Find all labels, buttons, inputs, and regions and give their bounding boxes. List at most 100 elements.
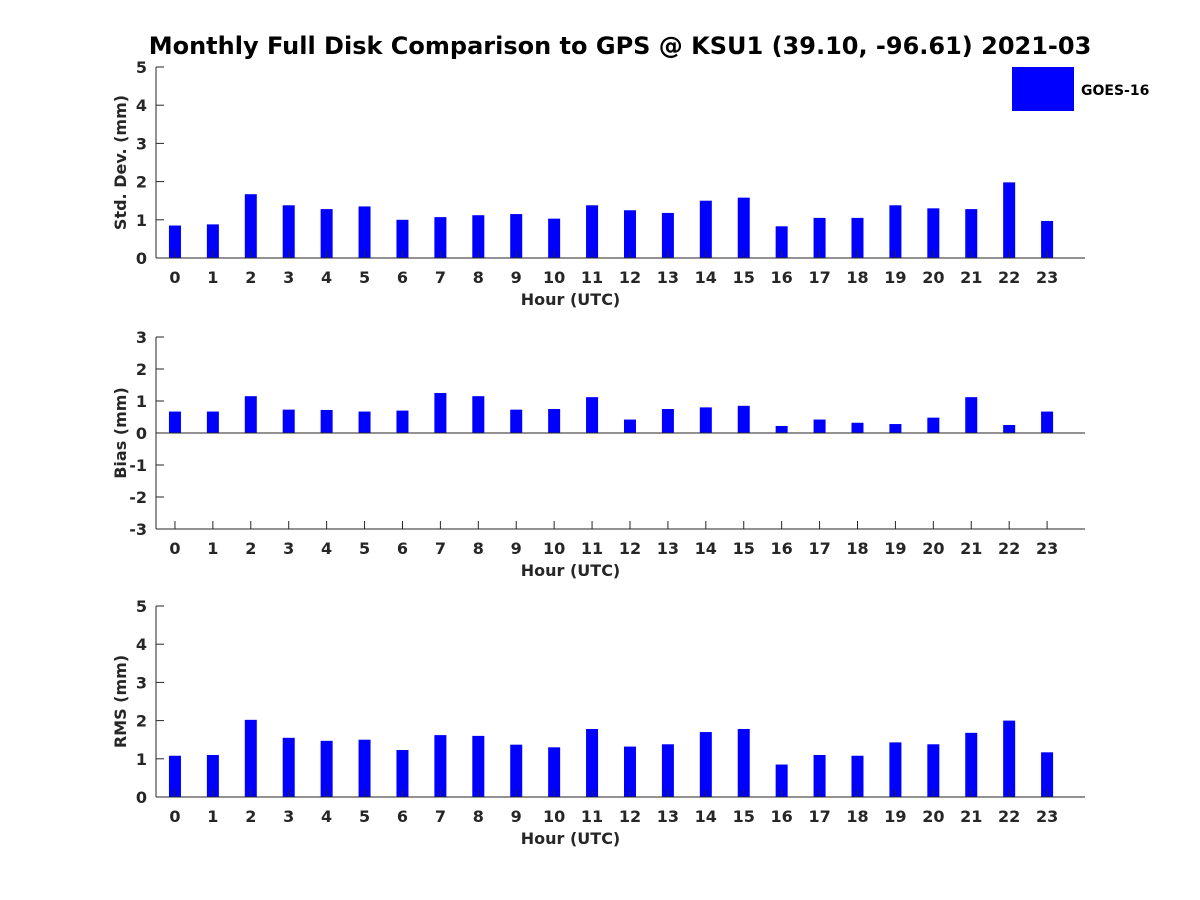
bar-hour-5 (358, 411, 371, 433)
bar-hour-13 (661, 212, 674, 258)
bar-hour-0 (168, 225, 181, 258)
bar-hour-12 (623, 419, 636, 433)
bar-hour-14 (699, 732, 712, 797)
x-tick-label: 13 (657, 539, 679, 558)
bar-hour-21 (965, 209, 978, 258)
x-tick-label: 3 (283, 539, 294, 558)
x-tick-label: 14 (695, 807, 717, 826)
x-tick-label: 19 (884, 539, 906, 558)
y-tick-label: 0 (136, 424, 147, 443)
bar-hour-17 (813, 754, 826, 797)
bar-hour-12 (623, 210, 636, 258)
bar-hour-21 (965, 732, 978, 797)
bar-hour-17 (813, 419, 826, 433)
bar-hour-11 (586, 205, 599, 258)
y-axis-label: RMS (mm) (111, 655, 130, 748)
bar-hour-4 (320, 740, 333, 797)
x-tick-label: 7 (435, 807, 446, 826)
bar-hour-20 (927, 744, 940, 797)
x-tick-label: 15 (733, 807, 755, 826)
x-tick-label: 1 (207, 807, 218, 826)
x-tick-label: 14 (695, 539, 717, 558)
x-tick-label: 11 (581, 539, 603, 558)
x-tick-label: 23 (1036, 539, 1058, 558)
bar-hour-8 (472, 735, 485, 797)
x-tick-label: 16 (771, 539, 793, 558)
bar-hour-23 (1041, 411, 1054, 433)
x-tick-label: 4 (321, 807, 332, 826)
bar-hour-10 (548, 409, 561, 433)
bar-hour-0 (168, 755, 181, 797)
bar-hour-17 (813, 217, 826, 258)
y-tick-label: -1 (129, 456, 147, 475)
y-tick-label: 5 (136, 597, 147, 616)
y-tick-label: 0 (136, 249, 147, 268)
x-tick-label: 15 (733, 539, 755, 558)
bar-hour-22 (1003, 182, 1016, 258)
x-tick-label: 6 (397, 539, 408, 558)
bar-hour-8 (472, 215, 485, 258)
bar-hour-15 (737, 197, 750, 258)
x-tick-label: 6 (397, 807, 408, 826)
x-tick-label: 10 (543, 539, 565, 558)
x-tick-label: 16 (771, 807, 793, 826)
bar-hour-16 (775, 764, 788, 797)
bar-hour-14 (699, 407, 712, 433)
bar-hour-19 (889, 205, 902, 258)
x-tick-label: 17 (808, 268, 830, 287)
bar-hour-2 (244, 194, 257, 258)
x-tick-label: 1 (207, 539, 218, 558)
y-tick-label: 3 (136, 328, 147, 347)
x-tick-label: 0 (169, 268, 180, 287)
x-tick-label: 5 (359, 539, 370, 558)
bar-hour-7 (434, 393, 447, 433)
bar-hour-4 (320, 409, 333, 433)
bar-hour-11 (586, 397, 599, 433)
bar-hour-18 (851, 422, 864, 433)
y-tick-label: 1 (136, 392, 147, 411)
x-tick-label: 23 (1036, 268, 1058, 287)
x-tick-label: 18 (846, 268, 868, 287)
y-tick-label: 2 (136, 360, 147, 379)
bar-hour-1 (206, 754, 219, 797)
bar-hour-10 (548, 747, 561, 797)
bar-hour-13 (661, 744, 674, 797)
bar-hour-9 (510, 409, 523, 433)
x-tick-label: 22 (998, 807, 1020, 826)
x-tick-label: 5 (359, 268, 370, 287)
y-tick-label: 2 (136, 173, 147, 192)
x-tick-label: 19 (884, 807, 906, 826)
bar-hour-1 (206, 411, 219, 433)
x-tick-label: 8 (473, 807, 484, 826)
bar-hour-3 (282, 737, 295, 797)
bar-hour-20 (927, 417, 940, 433)
legend-label: GOES-16 (1081, 83, 1149, 99)
bar-hour-6 (396, 750, 409, 797)
x-tick-label: 23 (1036, 807, 1058, 826)
bar-hour-19 (889, 424, 902, 433)
x-tick-label: 12 (619, 539, 641, 558)
bar-hour-16 (775, 425, 788, 433)
y-axis-label: Bias (mm) (111, 387, 130, 479)
bar-hour-7 (434, 217, 447, 258)
x-axis-label: Hour (UTC) (521, 561, 621, 580)
x-tick-label: 7 (435, 539, 446, 558)
x-tick-label: 10 (543, 807, 565, 826)
bar-hour-23 (1041, 220, 1054, 258)
y-tick-label: -3 (129, 520, 147, 539)
bar-hour-7 (434, 735, 447, 797)
x-tick-label: 13 (657, 268, 679, 287)
bar-hour-5 (358, 739, 371, 797)
y-tick-label: 2 (136, 712, 147, 731)
y-tick-label: -2 (129, 488, 147, 507)
x-tick-label: 20 (922, 807, 944, 826)
x-tick-label: 3 (283, 268, 294, 287)
bar-hour-15 (737, 405, 750, 433)
x-tick-label: 22 (998, 268, 1020, 287)
y-tick-label: 1 (136, 750, 147, 769)
